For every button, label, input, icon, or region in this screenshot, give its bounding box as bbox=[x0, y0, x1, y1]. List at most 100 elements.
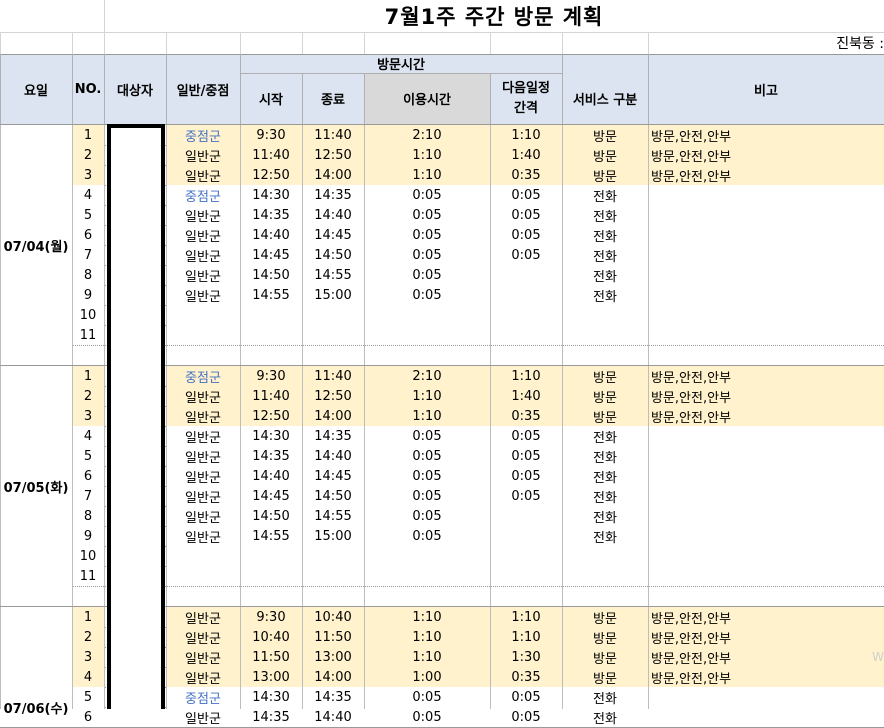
row-end[interactable]: 14:00 bbox=[302, 667, 364, 687]
row-type[interactable]: 일반군 bbox=[166, 647, 240, 667]
row-note[interactable] bbox=[648, 707, 884, 727]
row-start[interactable]: 14:50 bbox=[240, 265, 302, 285]
row-interval[interactable] bbox=[490, 546, 562, 566]
row-note[interactable] bbox=[648, 566, 884, 586]
row-end[interactable] bbox=[302, 325, 364, 345]
row-service[interactable] bbox=[562, 325, 648, 345]
row-start[interactable]: 11:50 bbox=[240, 647, 302, 667]
row-duration[interactable]: 1:10 bbox=[364, 165, 490, 185]
row-duration[interactable]: 0:05 bbox=[364, 426, 490, 446]
row-type[interactable]: 일반군 bbox=[166, 265, 240, 285]
row-start[interactable]: 14:45 bbox=[240, 245, 302, 265]
row-end[interactable]: 13:00 bbox=[302, 647, 364, 667]
row-duration[interactable]: 1:10 bbox=[364, 647, 490, 667]
row-duration[interactable] bbox=[364, 546, 490, 566]
row-duration[interactable]: 1:00 bbox=[364, 667, 490, 687]
row-interval[interactable] bbox=[490, 566, 562, 586]
row-type[interactable]: 일반군 bbox=[166, 406, 240, 426]
row-no[interactable]: 9 bbox=[72, 285, 104, 305]
row-interval[interactable]: 1:10 bbox=[490, 607, 562, 627]
row-note[interactable]: 방문,안전,안부 bbox=[648, 607, 884, 627]
row-service[interactable]: 전화 bbox=[562, 506, 648, 526]
row-end[interactable]: 12:50 bbox=[302, 386, 364, 406]
row-note[interactable]: 방문,안전,안부 bbox=[648, 125, 884, 145]
header-end[interactable]: 종료 bbox=[302, 73, 364, 124]
row-type[interactable]: 일반군 bbox=[166, 446, 240, 466]
row-type[interactable]: 일반군 bbox=[166, 386, 240, 406]
day-label[interactable]: 07/04(월) bbox=[3, 239, 69, 255]
row-type[interactable]: 일반군 bbox=[166, 245, 240, 265]
row-service[interactable]: 방문 bbox=[562, 165, 648, 185]
row-start[interactable] bbox=[240, 325, 302, 345]
row-start[interactable]: 9:30 bbox=[240, 366, 302, 386]
row-type[interactable]: 일반군 bbox=[166, 526, 240, 546]
row-end[interactable]: 14:35 bbox=[302, 185, 364, 205]
row-interval[interactable]: 0:05 bbox=[490, 687, 562, 707]
row-service[interactable]: 방문 bbox=[562, 366, 648, 386]
row-interval[interactable] bbox=[490, 305, 562, 325]
row-duration[interactable] bbox=[364, 566, 490, 586]
row-note[interactable]: 방문,안전,안부 bbox=[648, 627, 884, 647]
row-duration[interactable]: 0:05 bbox=[364, 466, 490, 486]
row-duration[interactable]: 0:05 bbox=[364, 707, 490, 727]
header-duration[interactable]: 이용시간 bbox=[364, 73, 490, 124]
row-start[interactable]: 11:40 bbox=[240, 386, 302, 406]
row-type[interactable] bbox=[166, 546, 240, 566]
row-duration[interactable]: 1:10 bbox=[364, 607, 490, 627]
row-duration[interactable]: 0:05 bbox=[364, 285, 490, 305]
row-service[interactable]: 방문 bbox=[562, 125, 648, 145]
row-no[interactable]: 5 bbox=[72, 687, 104, 707]
row-no[interactable]: 2 bbox=[72, 145, 104, 165]
row-end[interactable] bbox=[302, 546, 364, 566]
row-interval[interactable] bbox=[490, 526, 562, 546]
row-duration[interactable]: 0:05 bbox=[364, 687, 490, 707]
row-start[interactable]: 14:50 bbox=[240, 506, 302, 526]
row-duration[interactable]: 0:05 bbox=[364, 205, 490, 225]
row-start[interactable]: 14:35 bbox=[240, 446, 302, 466]
row-type[interactable]: 일반군 bbox=[166, 285, 240, 305]
row-type[interactable]: 일반군 bbox=[166, 506, 240, 526]
row-interval[interactable] bbox=[490, 265, 562, 285]
row-note[interactable]: 방문,안전,안부 bbox=[648, 165, 884, 185]
row-type[interactable]: 중점군 bbox=[166, 125, 240, 145]
row-end[interactable]: 14:40 bbox=[302, 707, 364, 727]
row-end[interactable]: 14:45 bbox=[302, 466, 364, 486]
row-note[interactable] bbox=[648, 486, 884, 506]
row-type[interactable]: 일반군 bbox=[166, 627, 240, 647]
row-no[interactable]: 8 bbox=[72, 506, 104, 526]
row-type[interactable]: 일반군 bbox=[166, 426, 240, 446]
row-service[interactable]: 전화 bbox=[562, 526, 648, 546]
row-no[interactable]: 4 bbox=[72, 185, 104, 205]
row-interval[interactable] bbox=[490, 325, 562, 345]
row-end[interactable]: 14:00 bbox=[302, 165, 364, 185]
row-interval[interactable] bbox=[490, 285, 562, 305]
row-start[interactable] bbox=[240, 305, 302, 325]
row-end[interactable]: 11:40 bbox=[302, 366, 364, 386]
row-start[interactable]: 13:00 bbox=[240, 667, 302, 687]
row-start[interactable]: 9:30 bbox=[240, 607, 302, 627]
row-interval[interactable]: 1:10 bbox=[490, 125, 562, 145]
row-end[interactable]: 14:55 bbox=[302, 265, 364, 285]
row-start[interactable]: 9:30 bbox=[240, 125, 302, 145]
row-service[interactable]: 전화 bbox=[562, 486, 648, 506]
row-end[interactable] bbox=[302, 566, 364, 586]
row-end[interactable]: 11:50 bbox=[302, 627, 364, 647]
row-no[interactable]: 9 bbox=[72, 526, 104, 546]
row-service[interactable]: 전화 bbox=[562, 707, 648, 727]
row-duration[interactable] bbox=[364, 305, 490, 325]
row-end[interactable]: 12:50 bbox=[302, 145, 364, 165]
row-duration[interactable]: 0:05 bbox=[364, 486, 490, 506]
row-end[interactable]: 15:00 bbox=[302, 526, 364, 546]
row-end[interactable]: 14:00 bbox=[302, 406, 364, 426]
row-interval[interactable]: 0:05 bbox=[490, 245, 562, 265]
row-no[interactable]: 10 bbox=[72, 546, 104, 566]
row-service[interactable]: 전화 bbox=[562, 225, 648, 245]
row-note[interactable] bbox=[648, 285, 884, 305]
day-label[interactable]: 07/05(화) bbox=[3, 480, 69, 496]
row-interval[interactable]: 1:10 bbox=[490, 627, 562, 647]
row-end[interactable] bbox=[302, 305, 364, 325]
row-service[interactable]: 방문 bbox=[562, 647, 648, 667]
header-type[interactable]: 일반/중점 bbox=[166, 54, 240, 124]
row-type[interactable] bbox=[166, 325, 240, 345]
header-service-top[interactable] bbox=[562, 54, 648, 73]
